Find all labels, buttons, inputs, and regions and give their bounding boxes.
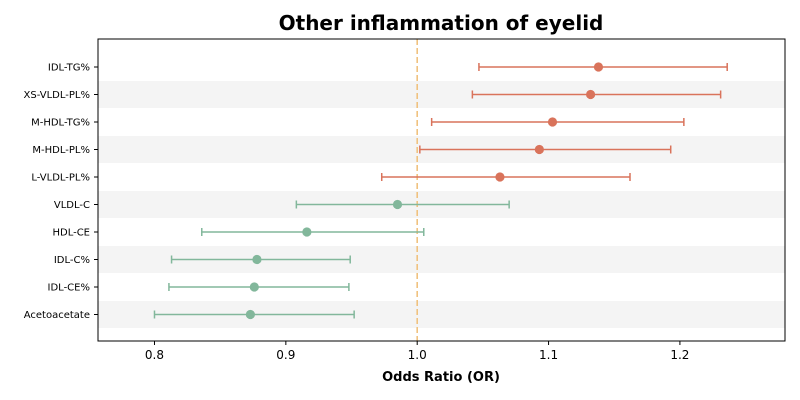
y-tick-label: HDL-CE — [52, 228, 90, 239]
y-tick-label: IDL-TG% — [48, 63, 90, 74]
y-tick-label: VLDL-C — [54, 200, 90, 211]
chart-title: Other inflammation of eyelid — [279, 11, 604, 35]
plot-frame — [97, 38, 786, 342]
x-axis: 0.8 0.9 1.0 1.1 1.2 — [145, 341, 689, 362]
or-point — [585, 89, 596, 100]
or-point — [252, 254, 262, 265]
x-tick-label: 1.0 — [408, 348, 427, 362]
y-tick-label: M-HDL-PL% — [32, 145, 90, 156]
or-point — [547, 117, 558, 127]
x-axis-label: Odds Ratio (OR) — [382, 370, 500, 385]
estimate-row — [153, 309, 355, 320]
y-tick-label: IDL-C% — [54, 255, 90, 266]
x-tick-label: 1.1 — [539, 348, 558, 362]
y-tick-label: L-VLDL-PL% — [31, 173, 90, 184]
estimate-row — [419, 144, 672, 155]
data-rows — [153, 62, 728, 320]
y-tick-label: M-HDL-TG% — [31, 118, 90, 129]
or-point — [593, 62, 604, 72]
estimate-row — [478, 62, 728, 72]
x-tick-label: 1.2 — [670, 348, 689, 362]
y-axis: IDL-TG% XS-VLDL-PL% M-HDL-TG% M-HDL-PL% L-VL… — [24, 63, 98, 321]
y-tick-label: IDL-CE% — [48, 283, 90, 294]
estimate-row — [201, 227, 425, 237]
estimate-row — [168, 282, 350, 292]
or-point — [392, 199, 403, 210]
or-point — [245, 309, 255, 320]
or-point — [495, 172, 505, 182]
x-tick-label: 0.9 — [276, 348, 295, 362]
y-tick-label: Acetoacetate — [24, 310, 90, 321]
or-point — [302, 227, 312, 237]
estimate-row — [170, 254, 351, 265]
y-tick-label: XS-VLDL-PL% — [24, 90, 90, 101]
estimate-row — [430, 117, 685, 127]
x-tick-label: 0.8 — [145, 348, 164, 362]
or-point — [249, 282, 259, 292]
estimate-row — [380, 172, 631, 182]
estimate-row — [295, 199, 510, 210]
or-point — [534, 144, 544, 155]
estimate-row — [471, 89, 722, 100]
